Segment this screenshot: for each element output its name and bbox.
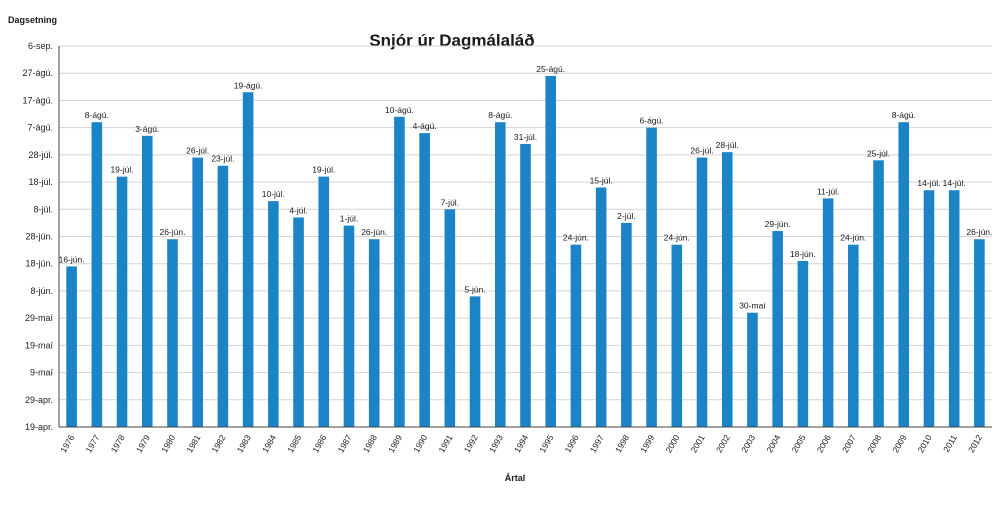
data-label: 31-júl. [514, 132, 537, 142]
bar [343, 225, 355, 427]
bar [974, 239, 985, 427]
data-label: 26-jún. [159, 227, 185, 237]
data-label: 14-júl. [917, 178, 940, 188]
data-label: 19-júl. [312, 165, 335, 175]
bar [646, 127, 657, 428]
y-axis-ticks: 6-sep. 27-ágú. 17-ágú. 7-ágú. 28-júl. 18-júl.… [22, 41, 53, 432]
y-tick-label: 19-apr. [25, 422, 53, 432]
bar [822, 198, 834, 427]
bar [141, 135, 153, 428]
data-label: 24-jún. [664, 233, 690, 243]
y-tick-label: 28-jún. [25, 232, 53, 242]
y-tick-label: 19-maí [25, 340, 54, 350]
bar [469, 296, 481, 427]
data-label: 8-ágú. [488, 110, 512, 120]
bar [948, 190, 960, 427]
bar [721, 152, 733, 427]
data-label: 8-ágú. [85, 110, 109, 120]
y-tick-label: 7-ágú. [27, 123, 53, 133]
data-label: 4-ágú. [413, 121, 437, 131]
y-tick-label: 8-júl. [33, 204, 53, 214]
bar [923, 190, 935, 427]
data-label: 10-júl. [262, 189, 285, 199]
y-tick-label: 29-apr. [25, 395, 53, 405]
y-axis-title: Dagsetning [8, 15, 57, 25]
bar [494, 122, 506, 427]
bar [91, 122, 103, 427]
bar [66, 266, 77, 427]
data-labels: 16-jún. 8-ágú. 19-júl. 3-ágú. 26-jún. 26-júl.… [59, 64, 993, 311]
bar [747, 312, 758, 427]
y-tick-label: 29-maí [25, 313, 54, 323]
bars [66, 75, 985, 428]
data-label: 25-ágú. [536, 64, 565, 74]
chart-title: Snjór úr Dagmálaláð [369, 31, 534, 50]
bar [797, 260, 809, 427]
y-tick-label: 18-jún. [25, 259, 53, 269]
bar [116, 176, 128, 427]
data-label: 19-ágú. [234, 80, 263, 90]
data-label: 29-jún. [765, 219, 791, 229]
bar [293, 217, 304, 427]
bar [192, 157, 203, 428]
bar [898, 122, 910, 427]
data-label: 16-jún. [59, 254, 85, 264]
data-label: 26-jún. [361, 227, 387, 237]
bar [671, 244, 683, 427]
bar [217, 165, 229, 427]
data-label: 24-jún. [840, 233, 866, 243]
data-label: 6-ágú. [640, 116, 664, 126]
y-tick-label: 9-maí [30, 368, 54, 378]
data-label: 5-jún. [464, 284, 485, 294]
y-tick-label: 27-ágú. [22, 68, 53, 78]
data-label: 26-júl. [186, 146, 209, 156]
bar [318, 176, 330, 427]
data-label: 3-ágú. [135, 124, 159, 134]
bar [772, 231, 783, 427]
bar [167, 239, 178, 427]
bar [368, 239, 380, 427]
y-tick-label: 8-jún. [30, 286, 53, 296]
y-tick-label: 6-sep. [28, 41, 53, 51]
data-label: 11-júl. [817, 186, 840, 196]
data-label: 14-júl. [943, 178, 966, 188]
data-label: 1-júl. [340, 214, 358, 224]
data-label: 30-maí [739, 301, 766, 311]
data-label: 23-júl. [211, 154, 234, 164]
bar [419, 133, 430, 428]
data-label: 2-júl. [617, 211, 635, 221]
y-tick-label: 17-ágú. [22, 95, 53, 105]
data-label: 24-jún. [563, 233, 589, 243]
x-axis-title: Ártal [505, 473, 526, 483]
data-label: 26-jún. [966, 227, 992, 237]
bar [242, 92, 254, 427]
y-tick-label: 28-júl. [28, 150, 53, 160]
bar [873, 160, 884, 428]
bar [520, 143, 531, 427]
bar [268, 201, 279, 427]
bar [595, 187, 607, 427]
bar [545, 75, 557, 427]
data-label: 10-ágú. [385, 105, 414, 115]
data-label: 8-ágú. [892, 110, 916, 120]
bar [570, 244, 582, 427]
bar [394, 116, 405, 427]
data-label: 26-júl. [690, 146, 713, 156]
data-label: 28-júl. [716, 140, 739, 150]
data-label: 7-júl. [441, 197, 459, 207]
y-tick-label: 18-júl. [28, 177, 53, 187]
data-label: 18-jún. [790, 249, 816, 259]
bar [696, 157, 708, 428]
data-label: 4-júl. [289, 205, 307, 215]
data-label: 25-júl. [867, 148, 890, 158]
data-label: 19-júl. [110, 165, 133, 175]
bar [848, 244, 859, 427]
bar [444, 209, 456, 427]
data-label: 15-júl. [590, 176, 613, 186]
bar [621, 222, 632, 427]
